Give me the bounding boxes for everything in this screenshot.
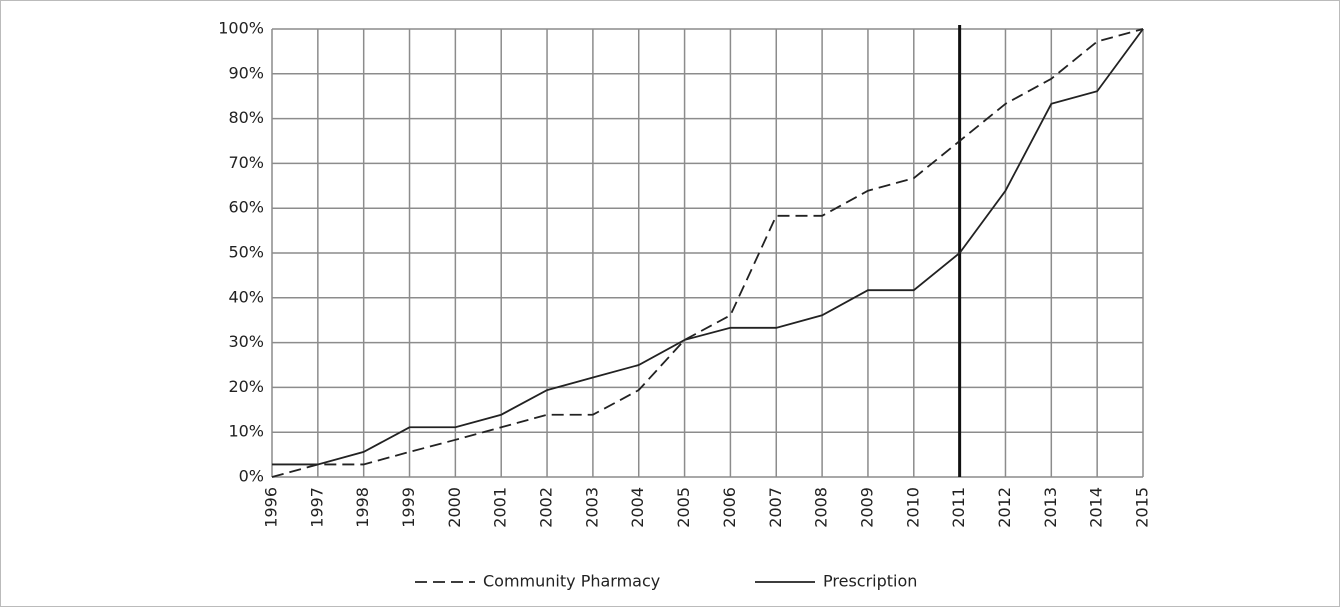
y-tick-label: 70% (228, 153, 264, 172)
x-tick-label: 2008 (812, 487, 831, 528)
y-tick-label: 80% (228, 108, 264, 127)
y-tick-label: 0% (239, 467, 264, 486)
y-tick-label: 10% (228, 422, 264, 441)
x-tick-label: 1999 (399, 487, 418, 528)
y-tick-label: 40% (228, 287, 264, 306)
x-tick-label: 1996 (262, 487, 281, 528)
y-tick-label: 100% (218, 19, 264, 38)
x-tick-label: 2009 (857, 487, 876, 528)
y-tick-label: 90% (228, 63, 264, 82)
x-tick-label: 2014 (1087, 487, 1106, 528)
x-tick-label: 2001 (491, 487, 510, 528)
x-tick-label: 2004 (628, 487, 647, 528)
x-tick-label: 2003 (582, 487, 601, 528)
y-tick-label: 60% (228, 198, 264, 217)
y-tick-label: 30% (228, 332, 264, 351)
data-line (272, 28, 1144, 466)
x-tick-label: 2011 (949, 487, 968, 528)
x-tick-label: 2010 (903, 487, 922, 528)
x-tick-label: 2015 (1133, 487, 1152, 528)
y-tick-label: 50% (228, 243, 264, 262)
x-tick-label: 2002 (537, 487, 556, 528)
legend-label: Community Pharmacy (483, 572, 660, 591)
x-tick-label: 2007 (766, 487, 785, 528)
x-tick-label: 2005 (674, 487, 693, 528)
x-tick-label: 1998 (353, 487, 372, 528)
data-line (271, 28, 1144, 478)
legend-label: Prescription (823, 572, 917, 591)
x-tick-label: 2013 (1041, 487, 1060, 528)
x-tick-label: 2012 (995, 487, 1014, 528)
x-tick-label: 2006 (720, 487, 739, 528)
y-tick-label: 20% (228, 377, 264, 396)
x-tick-label: 2000 (445, 487, 464, 528)
x-tick-label: 1997 (307, 487, 326, 528)
